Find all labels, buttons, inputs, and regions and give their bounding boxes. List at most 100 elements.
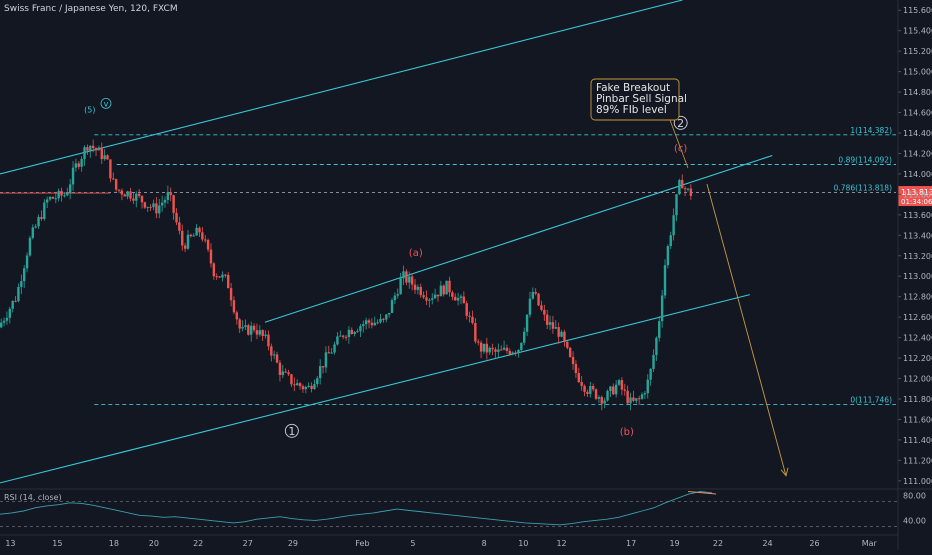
candle-body [502, 347, 506, 350]
candle-body [686, 188, 690, 190]
candle-body [267, 334, 270, 347]
candle-body [227, 274, 230, 289]
candle-body [97, 147, 101, 151]
candle-body [367, 320, 371, 323]
rsi-tick-label: 40.00 [903, 516, 926, 525]
candle-body [272, 354, 276, 356]
candle-body [215, 276, 218, 278]
candle-body [112, 178, 115, 180]
x-tick-label: 15 [52, 539, 62, 548]
candle-body [681, 180, 684, 189]
candle-body [189, 234, 193, 237]
candle-body [89, 145, 92, 151]
candle-body [379, 318, 382, 323]
rsi-divergence-line [687, 491, 717, 495]
y-tick-label: 114.600 [903, 109, 932, 118]
x-tick-label: 27 [243, 539, 253, 548]
candle-body [321, 366, 325, 368]
x-tick-label: 10 [518, 539, 528, 548]
candle-body [135, 193, 138, 201]
candle-body [158, 205, 161, 214]
candle-body [293, 384, 296, 386]
candle-body [408, 276, 411, 283]
candle-body [22, 268, 26, 282]
candle-body [94, 148, 98, 151]
candle-body [106, 155, 109, 160]
candle-body [295, 383, 299, 386]
candle-body [419, 286, 422, 296]
annotation-pointer [669, 119, 689, 169]
candle-body [511, 352, 514, 355]
candle-body [307, 385, 310, 388]
candle-body [454, 296, 457, 301]
candle-body [497, 349, 500, 352]
candle-body [663, 265, 667, 296]
candle-body [278, 362, 282, 375]
candle-body [399, 278, 402, 295]
candle-body [40, 217, 43, 219]
candle-body [448, 280, 451, 293]
candle-body [479, 342, 483, 352]
y-tick-label: 115.600 [903, 6, 932, 15]
fib-label: 0(111.746) [850, 396, 892, 405]
candle-body [439, 285, 443, 297]
wave-label: (b) [620, 427, 634, 438]
candle-body [54, 198, 57, 200]
candle-body [221, 274, 224, 278]
candle-body [485, 343, 489, 353]
candle-body [416, 286, 420, 290]
candle-body [597, 397, 601, 399]
candle-body [600, 397, 603, 404]
rsi-line [0, 491, 713, 526]
x-tick-label: 19 [669, 539, 679, 548]
candle-body [528, 298, 532, 315]
candle-body [212, 263, 216, 277]
candle-body [545, 314, 549, 325]
y-tick-label: 111.200 [903, 456, 932, 465]
candle-body [255, 330, 259, 335]
candle-body [356, 331, 359, 333]
x-tick-label: 22 [713, 539, 723, 548]
candle-body [609, 386, 612, 391]
candle-body [301, 386, 305, 390]
candle-body [51, 196, 55, 199]
candle-body [537, 293, 540, 306]
candle-body [534, 291, 537, 294]
y-tick-label: 113.600 [903, 211, 932, 220]
candle-body [204, 239, 207, 241]
candle-body [675, 194, 678, 216]
candle-body [264, 334, 267, 336]
candle-body [557, 327, 560, 337]
candles-layer [0, 139, 693, 411]
candle-body [103, 155, 106, 160]
candle-body [25, 255, 29, 269]
candle-body [491, 347, 494, 350]
candle-body [31, 227, 35, 238]
y-tick-label: 112.800 [903, 293, 932, 302]
chart-title: Swiss Franc / Japanese Yen, 120, FXCM [4, 4, 178, 14]
candle-body [563, 331, 566, 342]
candle-body [525, 314, 529, 332]
candle-body [181, 230, 184, 246]
candle-body [620, 380, 624, 390]
candle-body [198, 227, 201, 233]
candle-body [224, 274, 227, 276]
fib-label: 1(114.382) [850, 126, 892, 135]
candle-body [580, 382, 583, 386]
candle-body [649, 369, 652, 380]
candle-body [143, 202, 147, 208]
candle-body [517, 349, 520, 353]
candle-body [178, 222, 181, 231]
x-tick-label: 12 [556, 539, 566, 548]
fib-levels-layer: 1(114.382) 0.89(114.092) 0.786(113.818) 0(1… [0, 126, 896, 405]
candle-body [8, 308, 12, 318]
x-tick-label: 17 [626, 539, 636, 548]
wave-circle [284, 423, 299, 438]
candle-body [0, 322, 3, 328]
x-tick-label: 26 [809, 539, 819, 548]
candle-body [86, 147, 89, 151]
candle-body [669, 235, 672, 247]
candle-body [402, 271, 405, 279]
